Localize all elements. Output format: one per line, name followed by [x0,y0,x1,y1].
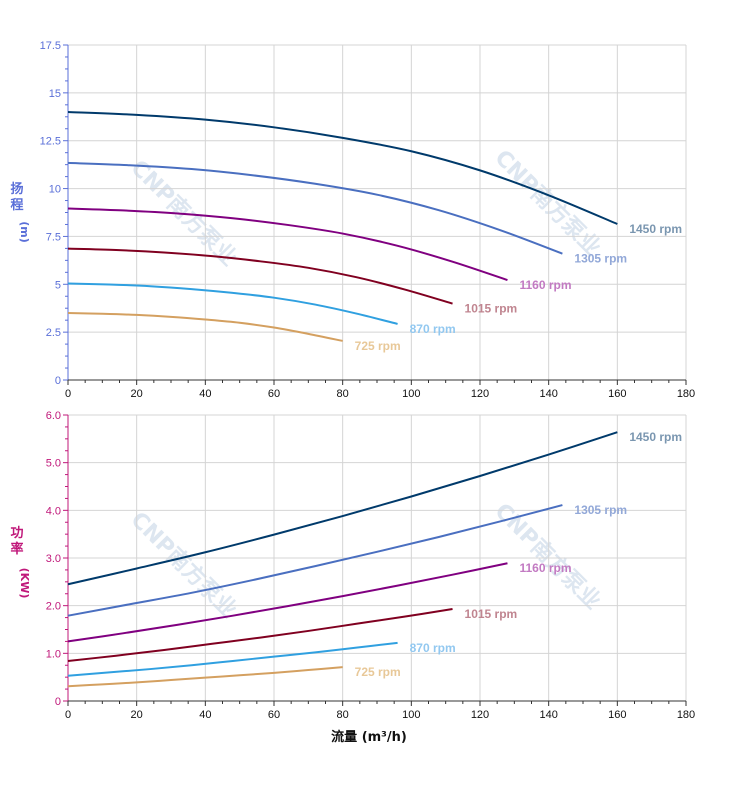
series-line [67,207,508,282]
y-tick-label: 6.0 [46,410,61,422]
x-tick-label: 180 [677,709,695,721]
x-tick-label: 0 [65,709,71,721]
series-label: 1450 rpm [629,222,682,236]
x-tick-label: 60 [268,388,280,400]
x-tick-label: 20 [131,388,143,400]
series-line [67,247,453,305]
series-1015-rpm: 1015 rpm [67,607,518,662]
y-tick-label: 5 [55,279,61,291]
x-tick-label: 100 [402,709,420,721]
y-axis-title: 扬 [10,181,23,197]
series-label: 1015 rpm [465,302,518,316]
series-label: 725 rpm [355,339,401,353]
y-tick-label: 2.0 [46,601,61,613]
y-axis-title: 功 [10,526,23,541]
x-tick-label: 180 [677,388,695,400]
series-line [67,161,563,255]
y-tick-label: 15 [49,88,61,100]
series-label: 870 rpm [410,641,456,655]
y-tick-label: 4.0 [46,505,61,517]
series-label: 1015 rpm [465,607,518,621]
series-line [67,111,618,225]
series-725-rpm: 725 rpm [67,665,401,688]
x-tick-label: 60 [268,709,280,721]
y-tick-label: 17.5 [40,40,61,52]
series-label: 1305 rpm [574,252,627,266]
x-tick-label: 80 [337,709,349,721]
x-tick-label: 40 [199,388,211,400]
series-line [67,641,398,677]
x-tick-label: 120 [471,709,489,721]
x-tick-label: 120 [471,388,489,400]
x-tick-label: 160 [608,388,626,400]
series-1450-rpm: 1450 rpm [67,111,682,236]
series-870-rpm: 870 rpm [67,641,456,677]
y-axis-title: 程 [10,198,23,213]
series-line [67,608,453,662]
y-tick-label: 12.5 [40,136,61,148]
series-line [67,504,563,617]
y-tick-label: 10 [49,184,61,196]
y-tick-label: 1.0 [46,648,61,660]
x-tick-label: 140 [539,709,557,721]
y-axis-unit: (KW) [18,568,31,599]
series-725-rpm: 725 rpm [67,312,401,353]
series-1305-rpm: 1305 rpm [67,161,627,266]
series-label: 725 rpm [355,665,401,679]
watermark-logo: CNP南方泵业 [489,145,605,261]
y-axis-title: 率 [10,541,23,557]
series-line [67,431,618,586]
y-tick-label: 5.0 [46,458,61,470]
x-tick-label: 160 [608,709,626,721]
y-tick-label: 7.5 [46,231,61,243]
series-line [67,282,398,325]
x-tick-label: 100 [402,388,420,400]
series-label: 1305 rpm [574,503,627,517]
y-tick-label: 2.5 [46,327,61,339]
y-tick-label: 0 [55,696,61,708]
series-label: 870 rpm [410,322,456,336]
y-tick-label: 0 [55,375,61,387]
y-axis-unit: (m) [18,221,31,243]
series-label: 1450 rpm [629,430,682,444]
series-1160-rpm: 1160 rpm [67,207,572,292]
series-label: 1160 rpm [519,278,571,292]
x-tick-label: 20 [131,709,143,721]
x-tick-label: 40 [199,709,211,721]
series-label: 1160 rpm [519,561,571,575]
x-tick-label: 140 [539,388,557,400]
x-tick-label: 80 [337,388,349,400]
series-1015-rpm: 1015 rpm [67,247,518,316]
x-tick-label: 0 [65,388,71,400]
series-1305-rpm: 1305 rpm [67,503,627,617]
series-line [67,312,343,342]
x-axis-title: 流量 (m³/h) [331,729,407,745]
y-tick-label: 3.0 [46,553,61,565]
series-870-rpm: 870 rpm [67,282,456,336]
series-line [67,666,343,688]
series-line [67,562,508,643]
series-1160-rpm: 1160 rpm [67,561,572,643]
series-1450-rpm: 1450 rpm [67,430,682,586]
